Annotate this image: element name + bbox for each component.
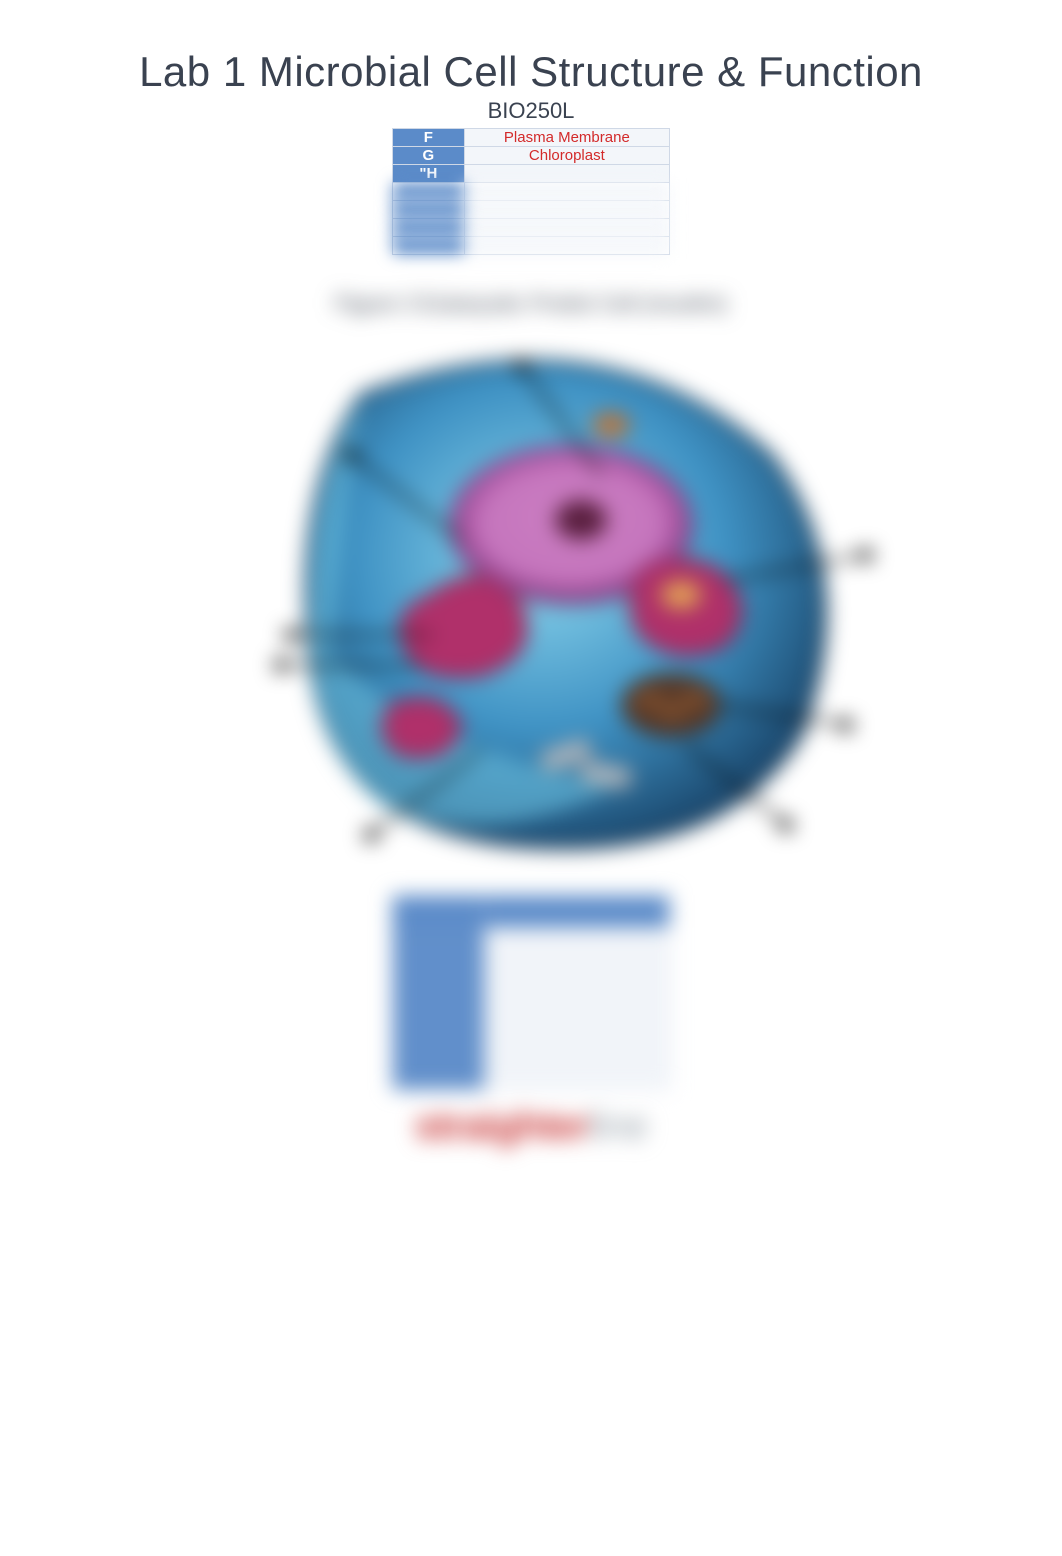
- table-row: [393, 1072, 670, 1090]
- table-row: F Plasma Membrane: [393, 129, 670, 147]
- logo-part-2: line: [589, 1104, 647, 1148]
- cell-diagram: [181, 335, 881, 875]
- row-label: [393, 183, 465, 201]
- row-label: [393, 928, 485, 946]
- table-row: [393, 964, 670, 982]
- row-label: [393, 946, 485, 964]
- table-row: [393, 1054, 670, 1072]
- table-row: [393, 928, 670, 946]
- table-row: [393, 219, 670, 237]
- table-row: [393, 183, 670, 201]
- table-row: [393, 237, 670, 255]
- row-value: [484, 946, 669, 964]
- brand-logo: straighterline: [0, 1104, 1062, 1149]
- page-title: Lab 1 Microbial Cell Structure & Functio…: [0, 0, 1062, 96]
- row-label: [393, 1000, 485, 1018]
- row-label: "H: [393, 165, 465, 183]
- row-label: [393, 1072, 485, 1090]
- row-value: Chloroplast: [464, 147, 669, 165]
- row-value: [484, 1018, 669, 1036]
- figure-caption: Figure 3 Eukaryotic Protist Cell (muslim…: [0, 291, 1062, 317]
- row-label: [393, 982, 485, 1000]
- row-value: [464, 219, 669, 237]
- bottom-answer-table: [392, 895, 670, 1090]
- row-value: [464, 237, 669, 255]
- row-label: [393, 1054, 485, 1072]
- table-row: [393, 201, 670, 219]
- row-value: [484, 1000, 669, 1018]
- row-label: G: [393, 147, 465, 165]
- row-value: [484, 928, 669, 946]
- row-label: [393, 201, 465, 219]
- row-value: [484, 1036, 669, 1054]
- table-row: [393, 1000, 670, 1018]
- row-value: [464, 183, 669, 201]
- row-value: Plasma Membrane: [464, 129, 669, 147]
- table-row: G Chloroplast: [393, 147, 670, 165]
- table-row: [393, 1036, 670, 1054]
- top-answer-table: F Plasma Membrane G Chloroplast "H: [392, 128, 670, 255]
- row-value: [464, 165, 669, 183]
- course-code: BIO250L: [0, 98, 1062, 124]
- row-value: [484, 1072, 669, 1090]
- table-header-row: [393, 896, 670, 928]
- table-row: [393, 946, 670, 964]
- table-row: "H: [393, 165, 670, 183]
- table-row: [393, 1018, 670, 1036]
- table-header: [484, 896, 669, 928]
- row-value: [484, 1054, 669, 1072]
- row-value: [484, 982, 669, 1000]
- table-header: [393, 896, 485, 928]
- row-label: [393, 1036, 485, 1054]
- row-label: [393, 219, 465, 237]
- row-label: F: [393, 129, 465, 147]
- row-label: [393, 1018, 485, 1036]
- row-label: [393, 964, 485, 982]
- row-value: [464, 201, 669, 219]
- row-label: [393, 237, 465, 255]
- table-row: [393, 982, 670, 1000]
- row-value: [484, 964, 669, 982]
- logo-part-1: straighter: [415, 1104, 590, 1148]
